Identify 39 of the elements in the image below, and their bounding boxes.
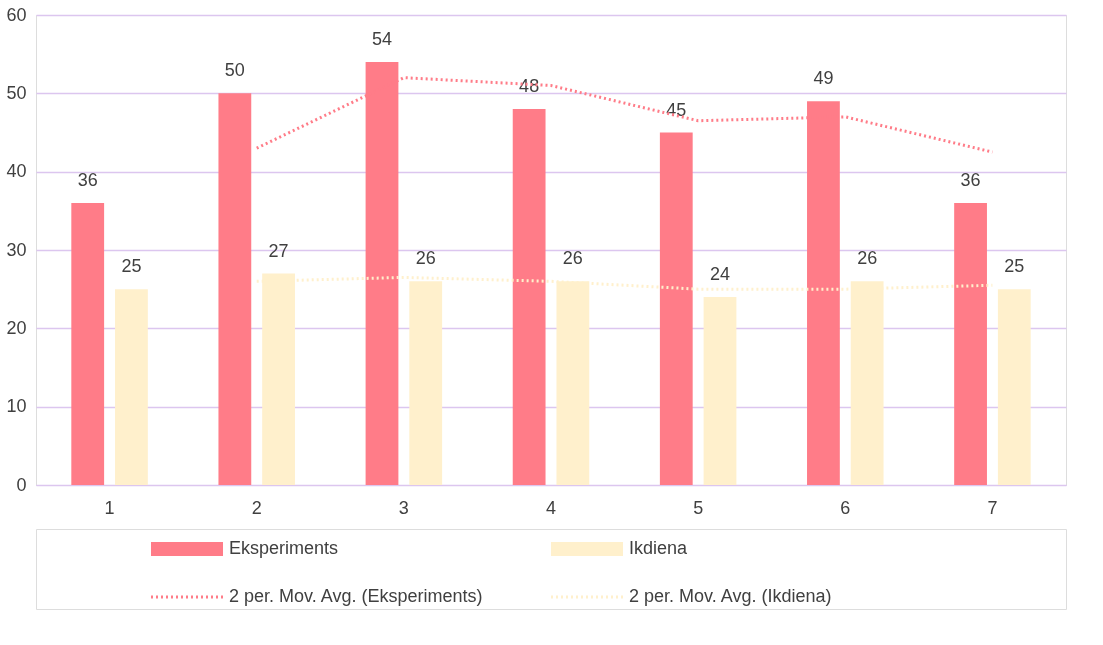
data-label: 24 bbox=[709, 264, 731, 284]
data-label: 26 bbox=[562, 248, 583, 269]
y-tick-label: 50 bbox=[6, 82, 27, 103]
legend-label: 2 per. Mov. Avg. (Ikdiena) bbox=[629, 586, 832, 606]
data-label: 49 bbox=[813, 68, 834, 89]
x-tick-label: 6 bbox=[840, 497, 851, 518]
bar bbox=[659, 132, 693, 485]
data-label: 26 bbox=[415, 248, 436, 269]
y-tick-label: 20 bbox=[6, 317, 27, 338]
bar bbox=[997, 289, 1031, 485]
x-tick-label: 4 bbox=[545, 497, 557, 518]
data-label: 25 bbox=[1004, 256, 1025, 277]
bar bbox=[703, 297, 737, 485]
bar bbox=[218, 93, 252, 485]
y-tick-label: 10 bbox=[6, 396, 27, 417]
data-label: 27 bbox=[268, 240, 289, 261]
x-tick-label: 5 bbox=[693, 497, 704, 518]
legend-label: Ikdiena bbox=[629, 538, 689, 558]
y-tick-label: 30 bbox=[6, 239, 27, 260]
bar bbox=[954, 203, 987, 485]
x-tick-label: 1 bbox=[104, 497, 115, 518]
bar bbox=[512, 109, 546, 485]
data-label: 50 bbox=[224, 60, 245, 81]
data-label: 54 bbox=[371, 29, 393, 49]
bar bbox=[71, 203, 105, 485]
legend-label: 2 per. Mov. Avg. (Eksperiments) bbox=[229, 586, 483, 606]
data-label: 36 bbox=[77, 170, 98, 190]
x-tick-label: 3 bbox=[398, 497, 409, 518]
data-label: 26 bbox=[857, 248, 878, 269]
legend-label: Eksperiments bbox=[229, 538, 339, 558]
data-label: 25 bbox=[121, 256, 142, 277]
data-label: 36 bbox=[960, 170, 981, 190]
y-tick-label: 60 bbox=[6, 4, 27, 25]
bar bbox=[115, 289, 148, 485]
x-tick-label: 7 bbox=[987, 497, 998, 518]
y-tick-label: 0 bbox=[16, 474, 27, 495]
data-label: 45 bbox=[666, 99, 687, 120]
x-tick-label: 2 bbox=[251, 497, 262, 518]
y-tick-label: 40 bbox=[6, 161, 27, 182]
